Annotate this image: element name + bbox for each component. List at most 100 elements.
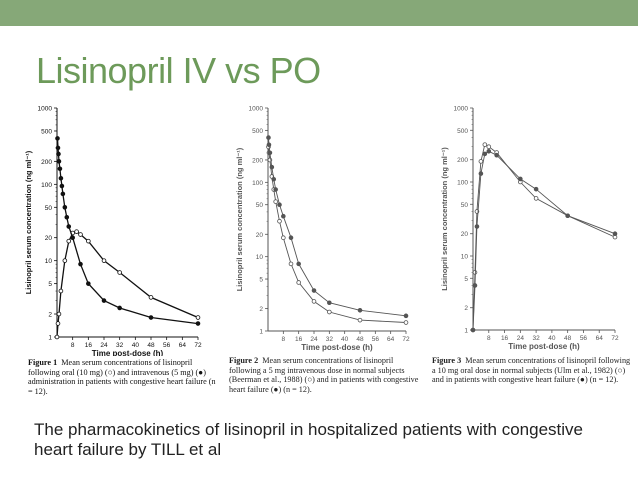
series-2-point (518, 176, 523, 182)
series-2-point (62, 205, 68, 210)
figure-3-caption: Figure 3 Mean serum concentrations of li… (432, 356, 632, 385)
series-1-point (74, 229, 79, 234)
series-1-point (482, 142, 488, 147)
series-1-point (478, 159, 484, 164)
x-axis-label: Time post-dose (h) (92, 349, 164, 356)
y-tick-label: 1000 (38, 106, 53, 113)
series-1-point (296, 280, 301, 285)
series-2-point (277, 202, 282, 208)
series-1-point (273, 199, 278, 204)
series-2-point (195, 321, 201, 326)
y-tick-label: 20 (256, 232, 264, 239)
chart-1: 1000 500 200 100 50 20 10 5 2 1 8 16 24 32 40 48 56 64 72 T… (24, 106, 202, 357)
series-1-point (403, 320, 409, 325)
series-1-point (486, 144, 492, 149)
chart-3: 1000 500 200 100 50 20 10 5 2 1 8 16 24 32 40 48 56 64 72 T… (440, 106, 619, 352)
series-2-point (101, 298, 107, 303)
series-2-point (486, 148, 492, 154)
x-tick-label: 40 (341, 336, 349, 343)
x-axis-label: Time post-dose (h) (301, 343, 373, 352)
series-1-point (327, 309, 332, 315)
figure-2-caption-label: Figure 2 (229, 356, 259, 365)
y-tick-label: 1 (48, 335, 52, 342)
series-1-point (357, 317, 363, 323)
y-tick-label: 2 (259, 306, 263, 313)
y-tick-label: 100 (457, 180, 468, 187)
y-tick-label: 200 (41, 159, 52, 166)
series-1-point (148, 295, 154, 300)
x-tick-label: 64 (596, 335, 604, 342)
figure-1-caption: Figure 1 Mean serum concentrations of li… (28, 358, 218, 396)
series-2-point (57, 166, 63, 172)
series-2-point (470, 327, 476, 333)
series-1-line (268, 146, 407, 323)
series-2-point (612, 231, 618, 237)
y-tick-label: 20 (45, 235, 53, 242)
series-1-point (56, 311, 62, 317)
series-1-point (288, 261, 294, 267)
y-tick-label: 500 (252, 128, 263, 135)
series-1-point (101, 258, 107, 263)
series-1-point (195, 315, 201, 320)
series-1-point (54, 334, 60, 340)
x-tick-label: 48 (564, 335, 572, 342)
x-tick-label: 64 (179, 342, 187, 349)
series-2-point (472, 283, 478, 288)
y-tick-label: 200 (457, 157, 468, 164)
x-tick-label: 16 (295, 336, 303, 343)
series-2-point (56, 159, 62, 164)
x-tick-label: 16 (85, 342, 93, 349)
figures-panel: 1000 500 200 100 50 20 10 5 2 1 8 16 24 32 40 48 56 64 72 T… (24, 106, 619, 357)
series-2-point (288, 235, 294, 240)
y-tick-label: 10 (461, 254, 469, 261)
x-tick-label: 56 (372, 336, 380, 343)
series-1-point (66, 238, 72, 244)
series-2-point (70, 235, 75, 240)
series-2-point (478, 171, 484, 176)
series-2-point (494, 152, 499, 158)
y-tick-label: 5 (464, 276, 468, 283)
series-2-point (266, 135, 271, 140)
y-tick-label: 100 (41, 182, 52, 189)
y-tick-label: 1000 (454, 106, 469, 113)
series-2-point (269, 164, 275, 170)
series-1-point (62, 258, 68, 263)
series-2-point (60, 191, 66, 197)
x-axis-label: Time post-dose (h) (508, 342, 580, 351)
x-tick-label: 56 (580, 335, 588, 342)
x-tick-label: 40 (548, 335, 556, 342)
series-2-point (311, 288, 317, 293)
series-1-point (86, 238, 91, 244)
figure-2-caption-text: Mean serum concentrations of lisinopril … (229, 356, 419, 394)
x-tick-label: 64 (387, 336, 395, 343)
x-tick-label: 40 (132, 342, 140, 349)
series-2-line (472, 150, 616, 331)
figure-3-caption-label: Figure 3 (432, 356, 462, 365)
series-1-point (58, 288, 64, 294)
series-2-line (268, 137, 407, 317)
y-tick-label: 200 (252, 157, 263, 164)
x-tick-label: 56 (163, 342, 171, 349)
series-1-line (472, 143, 616, 331)
series-2-point (267, 150, 273, 156)
x-tick-label: 24 (310, 336, 318, 343)
x-tick-label: 72 (402, 336, 410, 343)
series-2-point (86, 281, 91, 286)
series-2-point (66, 224, 72, 229)
x-tick-label: 32 (116, 342, 124, 349)
series-2-point (474, 224, 480, 229)
y-tick-label: 1 (259, 329, 263, 336)
series-2-point (64, 214, 70, 220)
series-1-point (78, 232, 83, 237)
chart-2: 1000 500 200 100 50 20 10 5 2 1 8 16 24 32 40 48 56 64 72 T… (235, 106, 410, 353)
y-tick-label: 50 (45, 205, 53, 212)
footer-citation: The pharmacokinetics of lisinopril in ho… (34, 420, 584, 459)
series-2-point (78, 261, 83, 267)
series-1-point (117, 270, 122, 275)
figure-2-caption: Figure 2 Mean serum concentrations of li… (229, 356, 425, 394)
y-tick-label: 2 (464, 305, 468, 312)
y-tick-label: 50 (256, 202, 264, 209)
figure-1-caption-label: Figure 1 (28, 358, 58, 367)
x-tick-label: 48 (147, 342, 155, 349)
series-1-point (533, 196, 539, 201)
